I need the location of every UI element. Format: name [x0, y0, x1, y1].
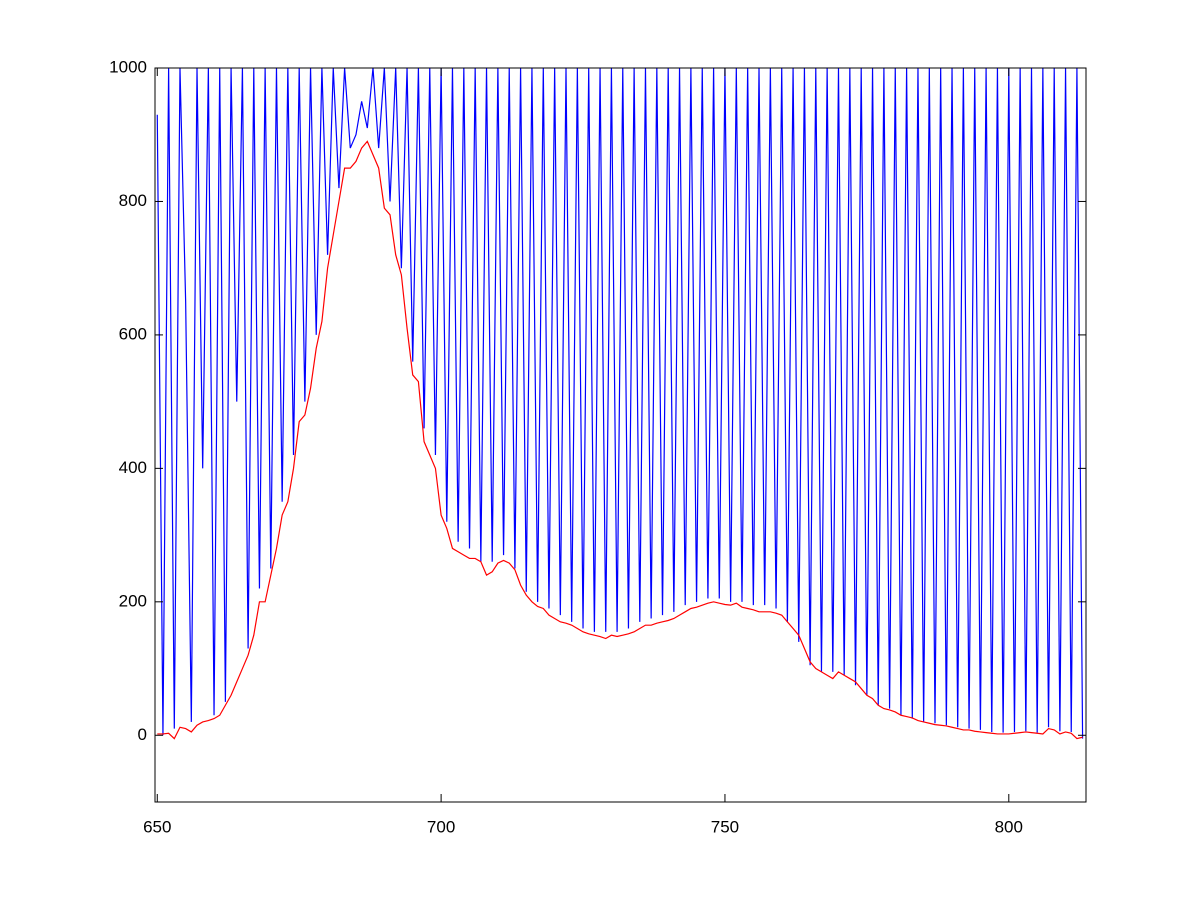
y-tick-label: 800 — [119, 191, 147, 210]
y-tick-label: 200 — [119, 591, 147, 610]
y-tick-label: 1000 — [109, 57, 147, 76]
axes-box — [154, 67, 1087, 803]
y-tick-label: 400 — [119, 458, 147, 477]
x-tick-label: 800 — [995, 817, 1023, 836]
x-tick-label: 700 — [427, 817, 455, 836]
y-tick-label: 0 — [138, 725, 147, 744]
x-tick-label: 650 — [143, 817, 171, 836]
y-tick-label: 600 — [119, 324, 147, 343]
plot-lines — [156, 68, 1084, 740]
series-line — [157, 140, 1083, 740]
x-tick-label: 750 — [711, 817, 739, 836]
series-line — [156, 68, 1084, 739]
